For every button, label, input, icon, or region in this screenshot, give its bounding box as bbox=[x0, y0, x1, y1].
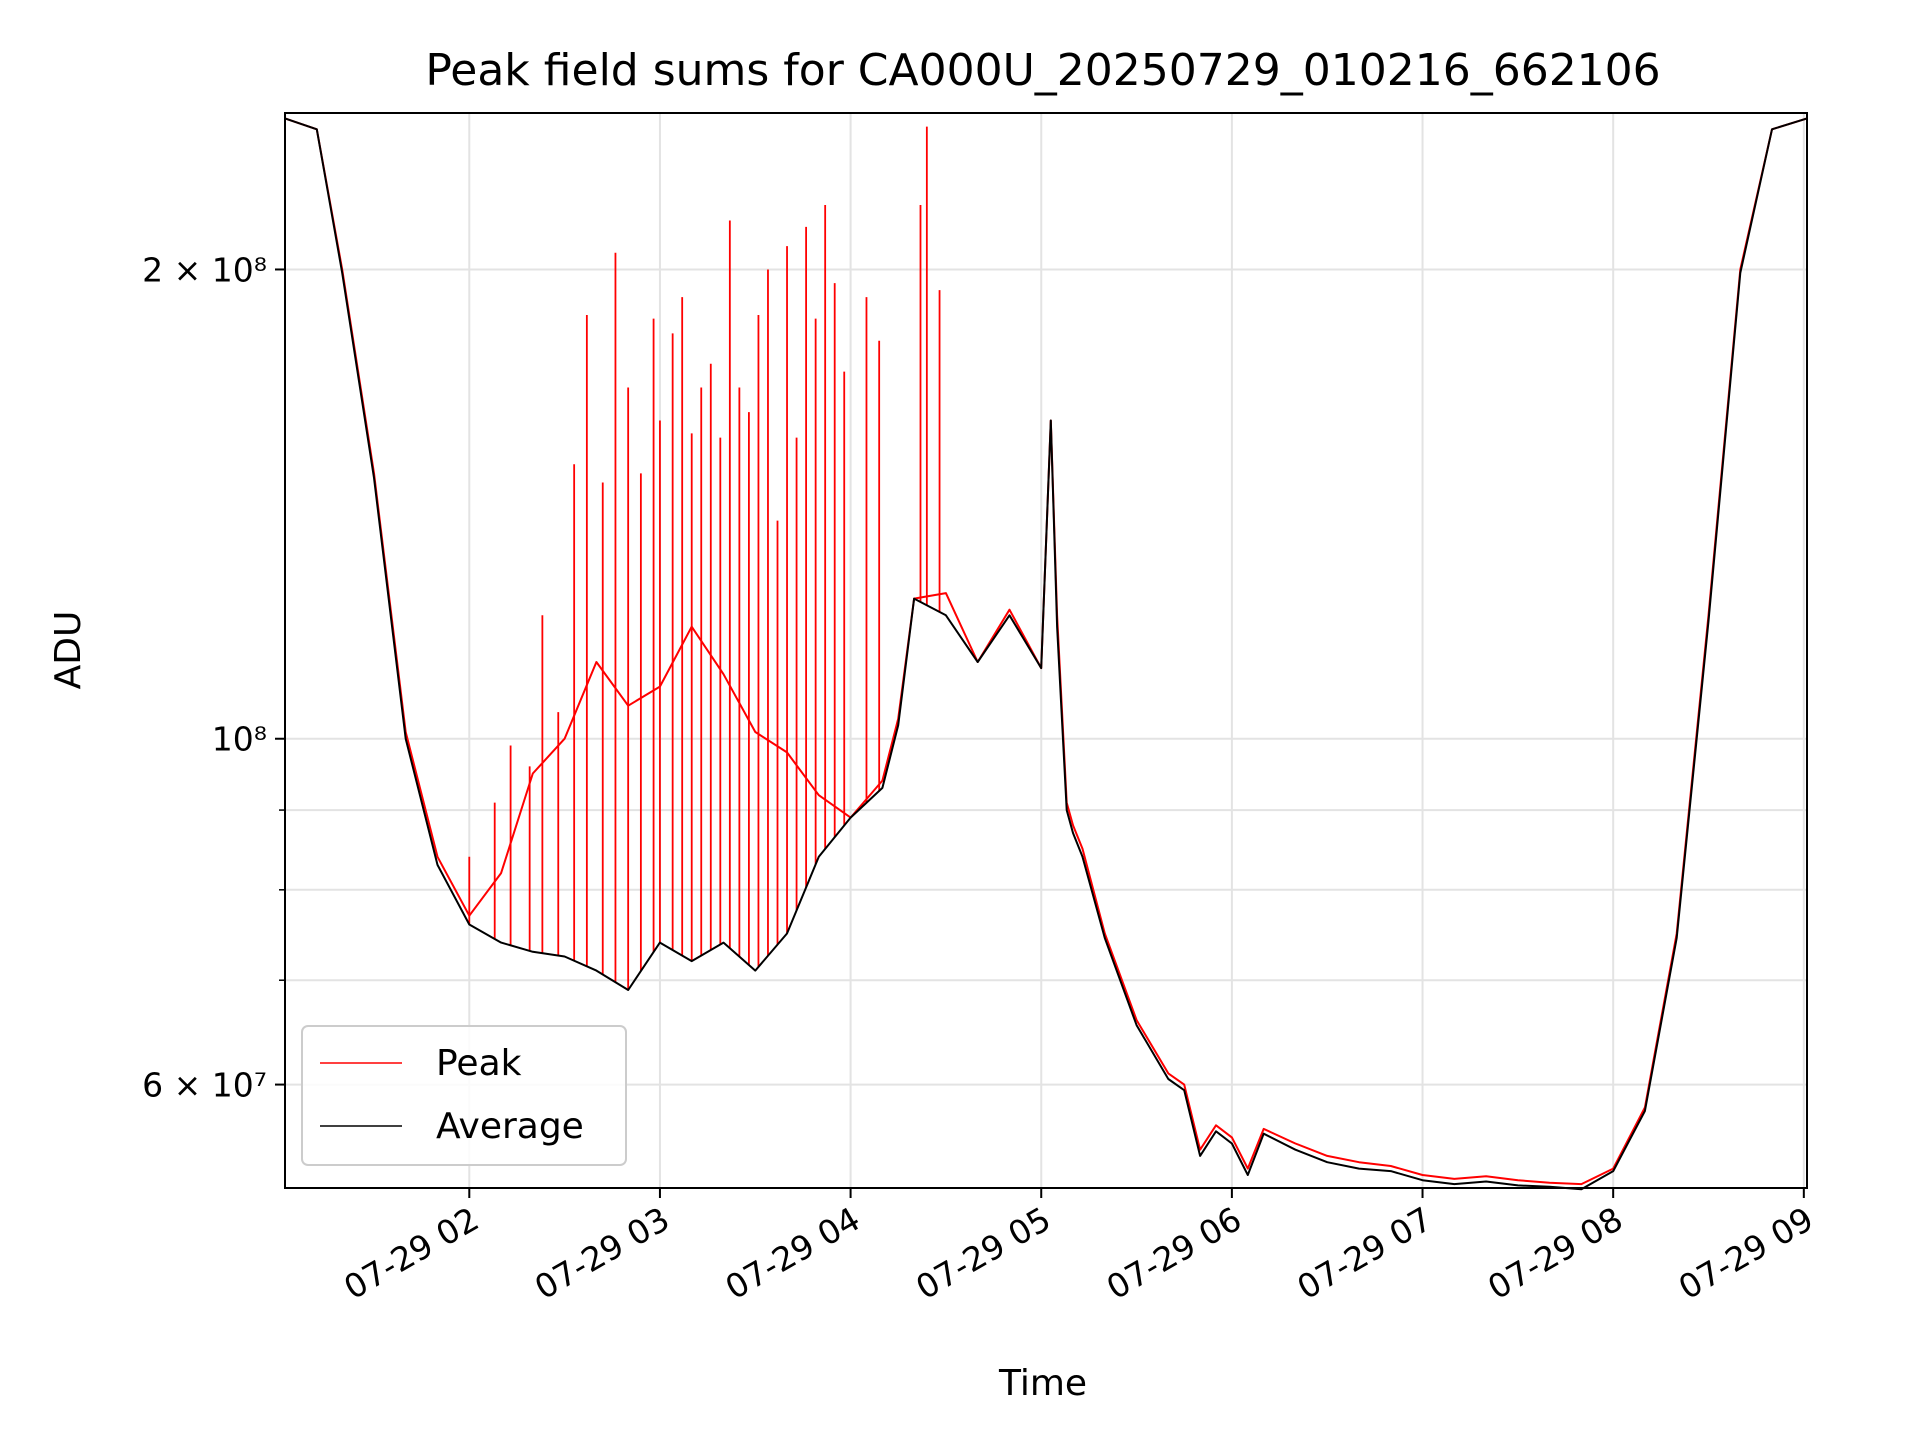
series-average-line bbox=[284, 117, 1808, 1191]
legend-box bbox=[301, 1025, 627, 1166]
chart-title: Peak field sums for CA000U_20250729_0102… bbox=[425, 45, 1660, 96]
x-axis-title: Time bbox=[998, 1363, 1087, 1404]
legend-label-peak: Peak bbox=[436, 1043, 522, 1084]
legend: Peak Average bbox=[301, 1025, 627, 1166]
y-axis-title: ADU bbox=[48, 611, 89, 690]
legend-label-average: Average bbox=[436, 1106, 584, 1147]
plot-frame bbox=[284, 112, 1808, 1189]
y-tick-label: 2 × 10⁸ bbox=[142, 250, 267, 289]
grid-lines bbox=[285, 113, 1807, 1188]
y-tick-label: 6 × 10⁷ bbox=[142, 1066, 267, 1105]
y-tick-label: 10⁸ bbox=[212, 720, 267, 759]
plot-series bbox=[284, 117, 1808, 1191]
